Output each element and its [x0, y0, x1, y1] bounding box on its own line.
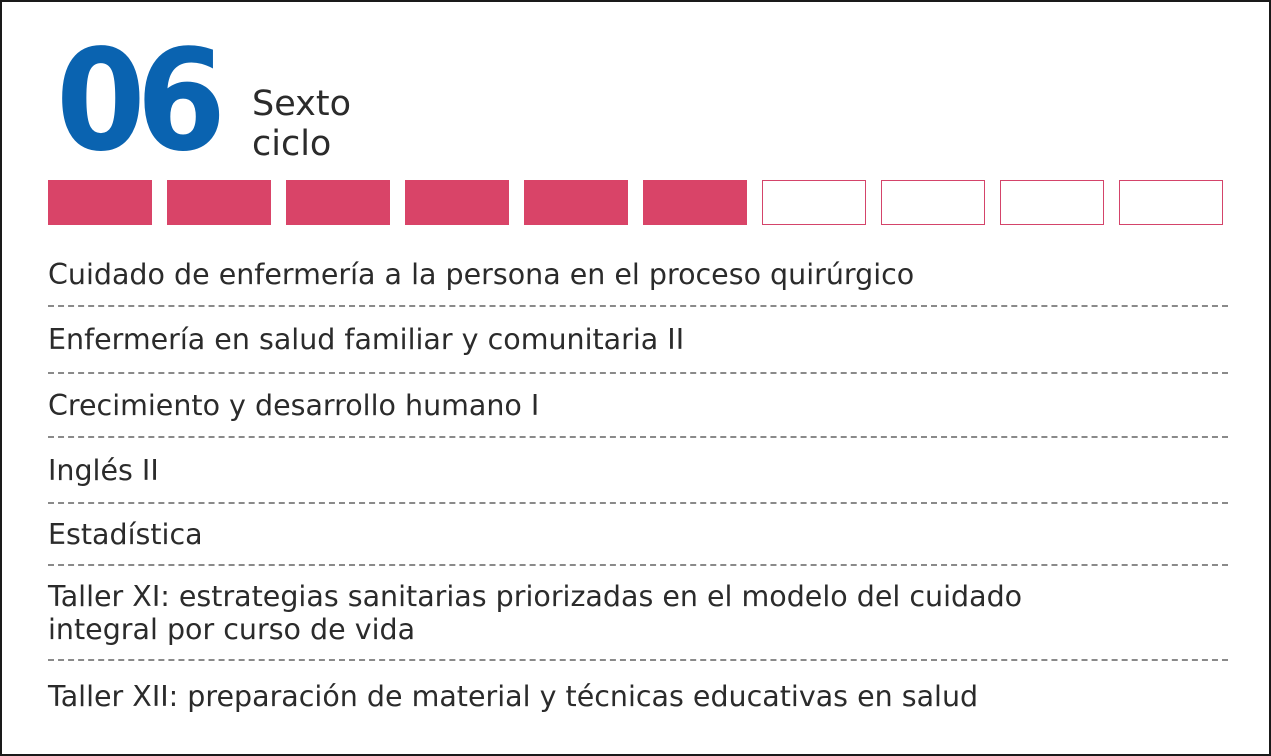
progress-segment-completed — [286, 180, 390, 225]
course-item: Estadística — [48, 504, 1228, 566]
course-item: Taller XI: estrategias sanitarias priori… — [48, 566, 1228, 661]
progress-segment-pending — [762, 180, 866, 225]
progress-segment-pending — [881, 180, 985, 225]
cycle-name-line-1: Sexto — [252, 84, 351, 124]
course-item: Taller XII: preparación de material y té… — [48, 661, 1228, 731]
course-name: Cuidado de enfermería a la persona en el… — [48, 258, 915, 291]
progress-segment-completed — [48, 180, 152, 225]
progress-segment-pending — [1119, 180, 1223, 225]
cycle-progress-bar — [48, 180, 1223, 225]
progress-segment-pending — [1000, 180, 1104, 225]
progress-segment-completed — [643, 180, 747, 225]
progress-segment-completed — [405, 180, 509, 225]
course-item: Enfermería en salud familiar y comunitar… — [48, 307, 1228, 374]
course-name: Crecimiento y desarrollo humano I — [48, 388, 540, 422]
cycle-name: Sexto ciclo — [252, 84, 351, 164]
course-list: Cuidado de enfermería a la persona en el… — [48, 244, 1228, 731]
course-name: Estadística — [48, 517, 203, 551]
course-item: Cuidado de enfermería a la persona en el… — [48, 244, 1228, 307]
course-name: Taller XI: estrategias sanitarias priori… — [48, 579, 1023, 646]
course-name: Taller XII: preparación de material y té… — [48, 679, 979, 713]
progress-segment-completed — [167, 180, 271, 225]
course-name: Enfermería en salud familiar y comunitar… — [48, 323, 685, 356]
progress-segment-completed — [524, 180, 628, 225]
course-item: Crecimiento y desarrollo humano I — [48, 374, 1228, 438]
cycle-name-line-2: ciclo — [252, 124, 332, 164]
course-item: Inglés II — [48, 438, 1228, 504]
cycle-number: 06 — [56, 20, 226, 183]
course-name: Inglés II — [48, 453, 159, 487]
